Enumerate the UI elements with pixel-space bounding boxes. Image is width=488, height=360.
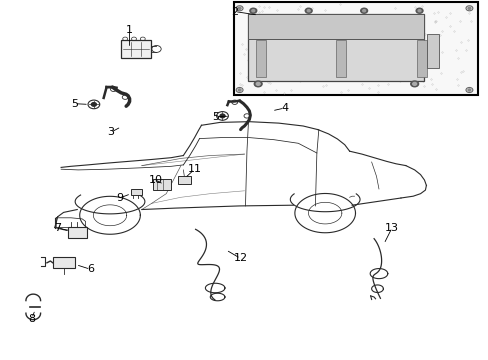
Bar <box>248 14 424 39</box>
Circle shape <box>467 7 470 9</box>
Bar <box>426 34 438 68</box>
Circle shape <box>467 89 470 91</box>
Text: 4: 4 <box>281 103 287 113</box>
Text: 3: 3 <box>107 127 114 138</box>
Bar <box>255 40 265 77</box>
Bar <box>178 176 190 184</box>
Circle shape <box>256 82 260 85</box>
Text: 8: 8 <box>28 314 35 324</box>
Text: 9: 9 <box>116 193 123 203</box>
Text: 5: 5 <box>71 99 78 109</box>
Text: 12: 12 <box>233 253 247 264</box>
Circle shape <box>417 10 420 12</box>
Circle shape <box>249 8 256 13</box>
Bar <box>248 14 424 81</box>
Text: 11: 11 <box>187 164 201 174</box>
Text: 7: 7 <box>54 222 61 233</box>
Circle shape <box>220 114 224 118</box>
Bar <box>131 189 142 195</box>
Circle shape <box>254 81 262 87</box>
Circle shape <box>238 7 241 9</box>
Text: 6: 6 <box>87 264 94 274</box>
Circle shape <box>91 103 96 106</box>
Bar <box>152 179 171 190</box>
Text: 5: 5 <box>212 112 219 122</box>
Bar <box>233 2 477 95</box>
Bar <box>68 227 87 238</box>
Text: 2: 2 <box>231 6 238 17</box>
Bar <box>121 40 150 58</box>
Circle shape <box>238 89 241 91</box>
Circle shape <box>362 10 365 12</box>
Circle shape <box>305 8 311 13</box>
Bar <box>53 257 75 268</box>
Text: 10: 10 <box>148 175 162 185</box>
Circle shape <box>415 8 422 13</box>
Circle shape <box>306 10 309 12</box>
Text: 1: 1 <box>126 24 133 35</box>
Bar <box>416 40 426 77</box>
Circle shape <box>412 82 416 85</box>
Circle shape <box>410 81 418 87</box>
Circle shape <box>251 10 254 12</box>
Bar <box>336 40 346 77</box>
Text: 13: 13 <box>385 222 398 233</box>
Circle shape <box>360 8 367 13</box>
